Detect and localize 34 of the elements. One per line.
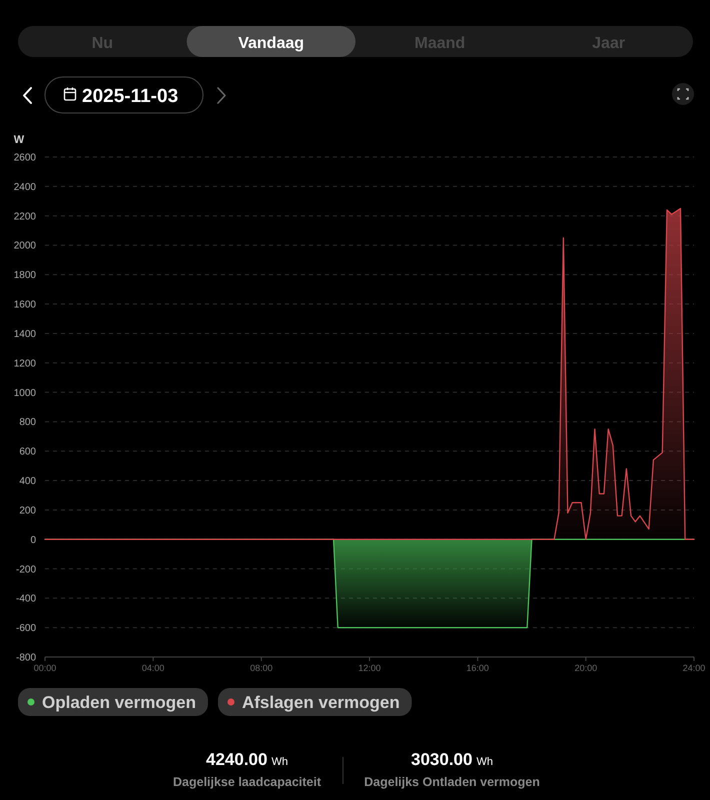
y-tick-label: 1600 — [14, 300, 36, 311]
x-tick-label: 12:00 — [358, 663, 381, 673]
text: 4240.00 Wh — [206, 750, 288, 769]
y-tick-label: 1200 — [14, 358, 36, 370]
y-tick-label: 2600 — [14, 152, 36, 164]
y-tick-label: 800 — [19, 417, 36, 428]
y-tick-label: 2400 — [14, 182, 36, 193]
text: 3030.00 Wh — [411, 750, 493, 769]
y-tick-label: 600 — [19, 446, 36, 458]
y-tick-label: 400 — [19, 476, 36, 488]
x-tick-label: 04:00 — [142, 663, 164, 673]
y-tick-label: 2000 — [14, 240, 36, 252]
y-tick-label: -400 — [16, 594, 36, 605]
y-tick-label: 1800 — [14, 270, 36, 282]
text: Dagelijks Ontladen vermogen — [364, 775, 540, 789]
x-tick-label: 08:00 — [250, 663, 273, 673]
legend-label: Afslagen vermogen — [242, 693, 400, 712]
text: 2025-11-03 — [82, 86, 178, 107]
y-tick-label: 0 — [30, 534, 36, 546]
y-tick-label: -200 — [16, 564, 36, 576]
y-tick-label: 200 — [19, 505, 36, 516]
y-tick-label: 1000 — [14, 388, 36, 399]
y-tick-label: 1400 — [14, 328, 36, 340]
legend-label: Opladen vermogen — [42, 693, 196, 712]
x-tick-label: 20:00 — [574, 663, 598, 673]
text: Vandaag — [238, 35, 304, 52]
x-tick-label: 24:00 — [682, 663, 706, 673]
x-tick-label: 00:00 — [34, 663, 56, 673]
y-tick-label: 2200 — [14, 211, 36, 222]
y-tick-label: -800 — [16, 652, 36, 664]
text: Dagelijkse laadcapaciteit — [173, 775, 322, 789]
x-tick-label: 16:00 — [466, 663, 489, 673]
y-tick-label: -600 — [16, 623, 36, 634]
y-axis-title: W — [14, 134, 25, 146]
